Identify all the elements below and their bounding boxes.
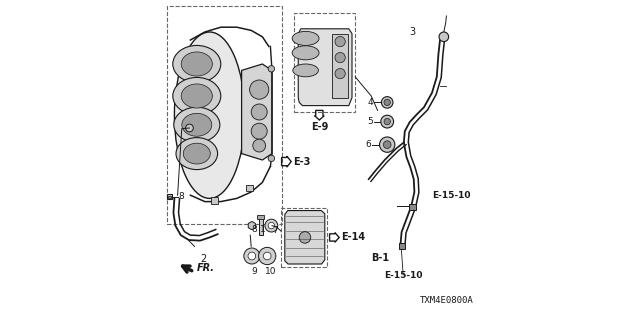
Text: TXM4E0800A: TXM4E0800A xyxy=(420,296,473,305)
Circle shape xyxy=(251,104,268,120)
Bar xyxy=(409,204,416,210)
Text: 6: 6 xyxy=(366,140,371,149)
Circle shape xyxy=(335,68,346,79)
Ellipse shape xyxy=(292,31,319,45)
Circle shape xyxy=(264,252,271,260)
Ellipse shape xyxy=(182,113,212,136)
Ellipse shape xyxy=(174,32,245,198)
Bar xyxy=(259,218,263,235)
Ellipse shape xyxy=(181,52,212,76)
Circle shape xyxy=(384,118,390,125)
Polygon shape xyxy=(298,29,352,106)
Circle shape xyxy=(186,124,193,132)
Text: 7: 7 xyxy=(273,226,278,235)
Text: 1: 1 xyxy=(260,225,266,234)
Circle shape xyxy=(335,36,346,47)
Text: 8: 8 xyxy=(252,225,257,234)
Circle shape xyxy=(381,115,394,128)
Circle shape xyxy=(253,139,266,152)
Circle shape xyxy=(250,80,269,99)
Ellipse shape xyxy=(183,143,211,164)
Text: 2: 2 xyxy=(200,254,206,264)
Circle shape xyxy=(381,97,393,108)
Text: 4: 4 xyxy=(368,98,373,107)
Circle shape xyxy=(259,247,276,265)
Circle shape xyxy=(268,66,275,72)
Ellipse shape xyxy=(292,46,319,60)
Text: E-3: E-3 xyxy=(292,156,310,167)
Text: B-1: B-1 xyxy=(371,252,389,263)
Ellipse shape xyxy=(181,84,212,108)
Circle shape xyxy=(268,155,275,162)
Text: FR.: FR. xyxy=(196,263,214,273)
Text: E-14: E-14 xyxy=(340,232,365,243)
Text: 8: 8 xyxy=(179,192,184,201)
Ellipse shape xyxy=(173,45,221,83)
Bar xyxy=(332,34,348,98)
Circle shape xyxy=(300,232,311,243)
Polygon shape xyxy=(242,64,272,160)
Bar xyxy=(399,243,404,249)
Circle shape xyxy=(268,222,275,229)
Circle shape xyxy=(244,248,260,264)
Circle shape xyxy=(439,32,449,42)
Text: 5: 5 xyxy=(367,117,372,126)
Polygon shape xyxy=(248,221,255,230)
Text: E-9: E-9 xyxy=(310,122,328,132)
Circle shape xyxy=(265,219,278,232)
Text: 9: 9 xyxy=(252,267,257,276)
Ellipse shape xyxy=(173,77,221,115)
Circle shape xyxy=(251,123,268,139)
Bar xyxy=(167,194,172,199)
Bar xyxy=(246,185,253,191)
Polygon shape xyxy=(285,211,325,264)
Text: E-15-10: E-15-10 xyxy=(384,271,422,280)
Ellipse shape xyxy=(174,107,220,142)
Circle shape xyxy=(384,99,390,106)
Text: 10: 10 xyxy=(265,267,276,276)
Bar xyxy=(168,196,171,198)
Circle shape xyxy=(380,137,395,152)
Ellipse shape xyxy=(176,138,218,170)
Text: 3: 3 xyxy=(410,27,416,37)
Ellipse shape xyxy=(293,64,319,77)
Bar xyxy=(257,215,264,219)
Circle shape xyxy=(248,252,255,260)
Circle shape xyxy=(383,141,391,148)
Circle shape xyxy=(335,52,346,63)
Text: E-15-10: E-15-10 xyxy=(432,191,470,200)
Bar xyxy=(211,197,218,204)
